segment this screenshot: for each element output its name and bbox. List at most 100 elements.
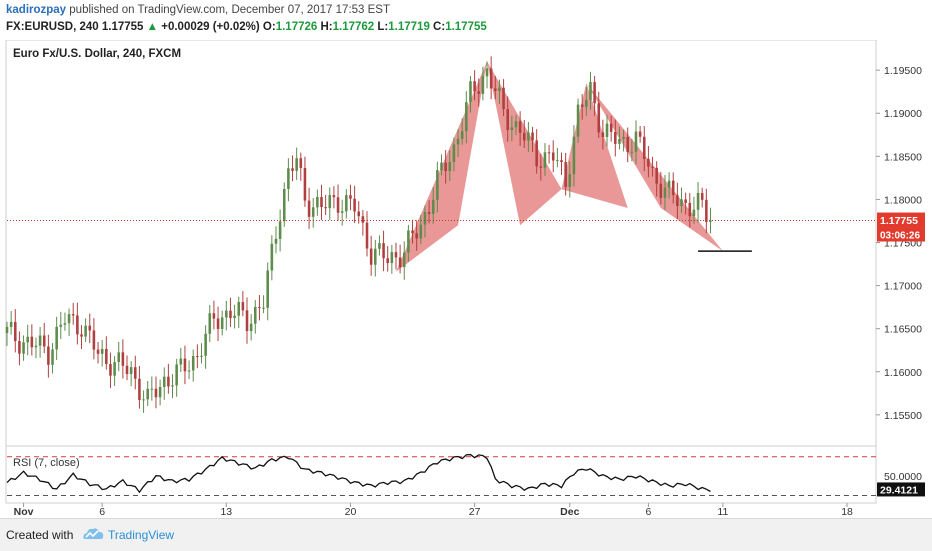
candle — [51, 342, 54, 374]
candle-body — [692, 209, 696, 217]
candle-body — [477, 91, 481, 94]
candle-body — [167, 376, 170, 387]
candle — [684, 192, 687, 215]
candle — [167, 363, 170, 394]
candle — [316, 189, 319, 216]
candle — [522, 120, 526, 149]
candle — [473, 70, 476, 101]
candle — [204, 325, 207, 369]
candle-body — [423, 212, 427, 225]
candle-body — [489, 68, 493, 89]
candle-body — [332, 195, 336, 198]
candle-body — [651, 166, 654, 168]
candle-body — [460, 131, 464, 139]
close-value: 1.17755 — [445, 21, 487, 33]
candle — [589, 71, 592, 110]
candle-body — [539, 166, 543, 168]
candle-body — [547, 152, 551, 154]
candle-body — [208, 313, 212, 334]
candle — [196, 344, 199, 369]
candle — [353, 185, 356, 223]
candle-body — [278, 221, 282, 239]
candle-body — [398, 257, 402, 268]
candle-body — [30, 336, 34, 348]
time-axis[interactable]: Nov 6 13 20 27 Dec 6 11 18 — [14, 503, 853, 518]
candle — [398, 244, 402, 274]
high-value: 1.17762 — [332, 21, 375, 33]
candle-body — [274, 238, 278, 244]
candle-body — [258, 307, 261, 309]
candle-body — [638, 131, 642, 137]
tradingview-brand-link[interactable]: TradingView — [108, 528, 175, 542]
candle-body — [9, 321, 13, 327]
candle-body — [465, 102, 468, 132]
candle — [171, 374, 174, 398]
candle-body — [622, 136, 625, 139]
countdown-label: 03:06:26 — [880, 231, 920, 242]
candle — [233, 304, 236, 329]
candle — [671, 172, 675, 204]
candle — [634, 120, 638, 165]
time-tick-label: 13 — [220, 506, 232, 518]
candle — [605, 114, 609, 147]
candle-body — [688, 202, 692, 217]
countdown-badge — [877, 227, 925, 242]
candle-body — [634, 131, 638, 152]
candle — [638, 126, 642, 143]
time-tick-label: 11 — [717, 506, 728, 518]
candle-body — [415, 233, 418, 239]
candle — [502, 79, 505, 117]
candle — [154, 376, 158, 409]
candle-body — [564, 162, 567, 187]
author-link[interactable]: kadirozpay — [6, 4, 67, 16]
candle-body — [349, 195, 352, 199]
candle-body — [270, 243, 274, 271]
candle — [626, 127, 629, 163]
candle — [593, 75, 596, 116]
candle-body — [42, 335, 46, 347]
candle-body — [59, 324, 63, 327]
candle-body — [291, 168, 294, 171]
candle — [5, 321, 9, 346]
candle — [38, 326, 42, 358]
candle — [709, 207, 712, 234]
candle-body — [229, 310, 232, 319]
candle — [531, 126, 534, 153]
candle-body — [71, 314, 75, 316]
candle — [374, 239, 377, 277]
candle — [659, 171, 663, 205]
candle-body — [303, 167, 307, 201]
candle-body — [212, 313, 216, 319]
candle-body — [568, 174, 572, 187]
candle — [485, 61, 489, 89]
candle-body — [589, 82, 592, 100]
candle — [564, 153, 567, 196]
candle — [444, 150, 447, 184]
candle — [47, 334, 50, 378]
candle-body — [522, 132, 526, 141]
candle-body — [593, 82, 596, 104]
price-tick-label: 1.15500 — [884, 410, 922, 422]
tradingview-cloud-icon[interactable] — [82, 527, 104, 541]
candle — [76, 302, 79, 345]
candle-body — [109, 364, 112, 376]
price-chart[interactable]: 1.195001.190001.185001.180001.175001.170… — [0, 40, 932, 518]
candle — [580, 94, 584, 120]
low-label: L: — [377, 21, 389, 33]
candle — [324, 194, 327, 215]
candle — [556, 147, 559, 168]
candle — [191, 349, 195, 382]
close-label: C: — [433, 21, 446, 33]
candle — [498, 79, 501, 104]
candle — [655, 161, 658, 197]
candle — [55, 316, 58, 360]
candle — [440, 154, 443, 176]
candle-body — [585, 99, 588, 107]
price-axis[interactable]: 1.195001.190001.185001.180001.175001.170… — [876, 65, 925, 422]
candle-body — [129, 367, 133, 374]
candle-body — [369, 248, 373, 265]
candle-body — [84, 325, 87, 337]
candle-body — [498, 87, 501, 91]
candle — [436, 161, 439, 213]
